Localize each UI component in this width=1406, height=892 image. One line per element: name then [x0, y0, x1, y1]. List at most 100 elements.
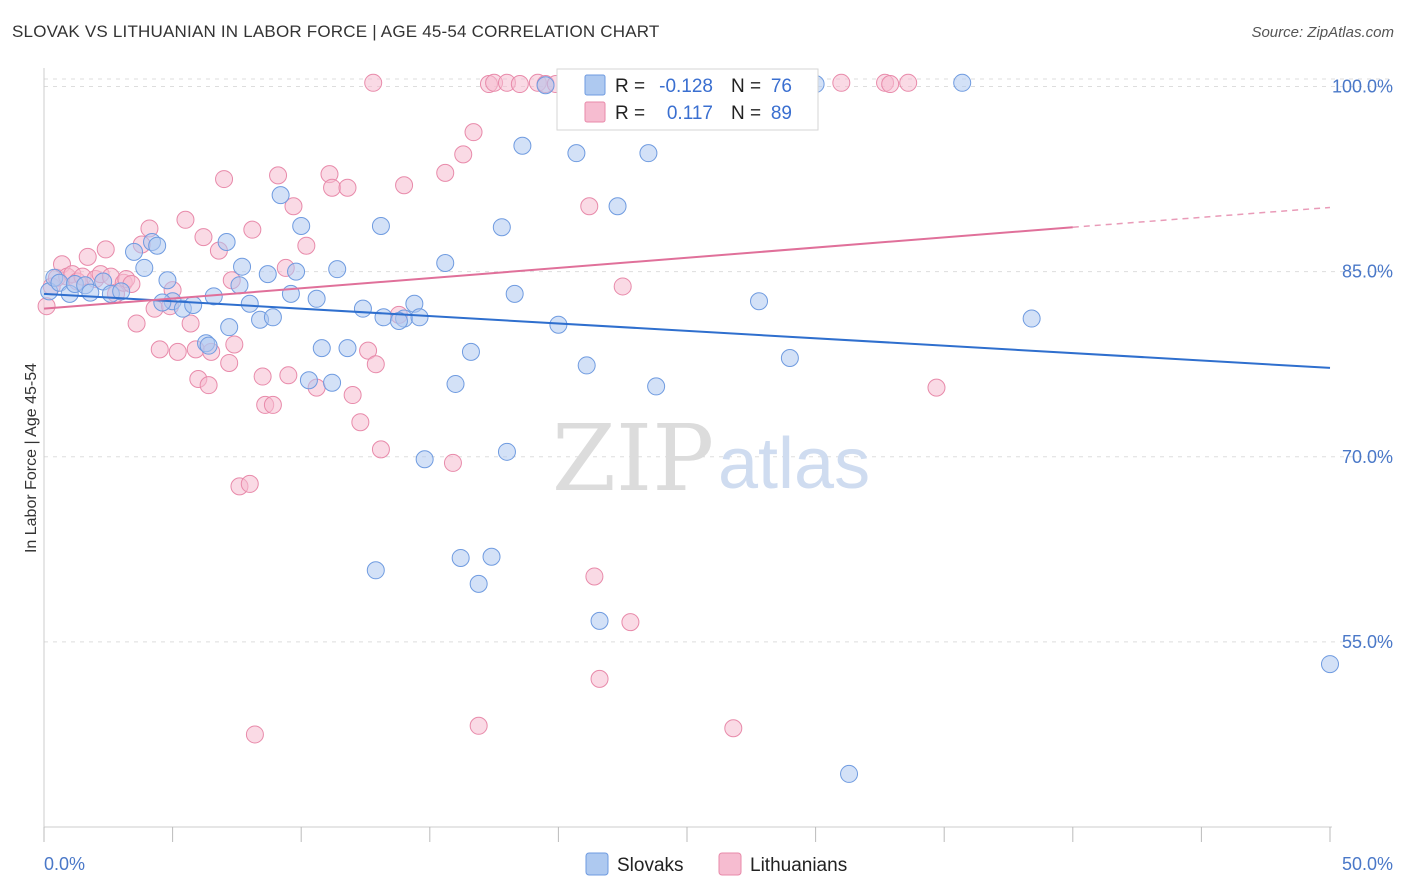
- series-legend: Slovaks Lithuanians: [585, 852, 847, 876]
- legend-r-label-slovaks: R =: [615, 76, 645, 97]
- lithuanian-point: [881, 75, 900, 94]
- slovak-point: [505, 284, 524, 303]
- slovak-point: [953, 73, 972, 92]
- y-tick-label: 100.0%: [1332, 77, 1393, 97]
- lithuanian-point: [284, 197, 303, 216]
- slovak-point: [240, 294, 259, 313]
- chart-source: Source: ZipAtlas.com: [1251, 24, 1394, 41]
- slovak-point: [153, 293, 172, 312]
- slovak-point: [750, 292, 769, 311]
- slovak-point: [263, 308, 282, 327]
- slovak-point: [158, 271, 177, 290]
- slovak-point: [323, 373, 342, 392]
- lithuanian-point: [215, 170, 234, 189]
- lithuanian-point: [613, 277, 632, 296]
- legend-swatch-lithuanians: [584, 101, 606, 123]
- lithuanian-point: [323, 178, 342, 197]
- lithuanian-point: [194, 228, 213, 247]
- slovak-point: [271, 186, 290, 205]
- slovak-point: [639, 144, 658, 163]
- lithuanian-point: [724, 719, 743, 738]
- lithuanian-point: [927, 378, 946, 397]
- slovak-point: [513, 136, 532, 155]
- slovak-point: [217, 233, 236, 252]
- legend-r-value-lithuanians: 0.117: [667, 103, 713, 124]
- lithuanian-point: [585, 567, 604, 586]
- slovak-point: [492, 218, 511, 237]
- bottom-legend-slovaks: Slovaks: [617, 855, 684, 876]
- watermark-zip: ZIP: [552, 405, 714, 512]
- lithuanian-point: [240, 474, 259, 493]
- watermark-atlas: atlas: [718, 424, 870, 504]
- slovak-point: [366, 561, 385, 580]
- slovak-point: [287, 262, 306, 281]
- tick-labels: 55.0% 70.0% 85.0% 100.0% 0.0% 50.0%: [44, 77, 1393, 874]
- bottom-legend-swatch-slovaks: [585, 852, 609, 876]
- slovak-point: [780, 349, 799, 368]
- lithuanian-point: [371, 440, 390, 459]
- slovak-point: [220, 318, 239, 337]
- lithuanian-point: [395, 176, 414, 195]
- lithuanian-point: [199, 376, 218, 395]
- slovak-point: [608, 197, 627, 216]
- slovak-point: [258, 265, 277, 284]
- lithuanian-points: [37, 73, 946, 744]
- lithuanian-point: [580, 197, 599, 216]
- legend-r-label-lithuanians: R =: [615, 103, 645, 124]
- lithuanian-trend-line: [43, 226, 1073, 310]
- slovak-point: [125, 242, 144, 261]
- slovak-point: [647, 377, 666, 396]
- chart-title: SLOVAK VS LITHUANIAN IN LABOR FORCE | AG…: [12, 22, 660, 41]
- lithuanian-point: [245, 725, 264, 744]
- slovak-point: [482, 547, 501, 566]
- lithuanian-point: [225, 335, 244, 354]
- slovak-point: [451, 548, 470, 567]
- y-tick-label: 55.0%: [1342, 632, 1393, 652]
- slovak-point: [497, 442, 516, 461]
- lithuanian-point: [359, 341, 378, 360]
- slovak-point: [469, 574, 488, 593]
- slovak-point: [374, 308, 393, 327]
- slovak-point: [112, 282, 131, 301]
- lithuanian-point: [343, 386, 362, 405]
- lithuanian-point: [621, 613, 640, 632]
- slovak-point: [436, 253, 455, 272]
- lithuanian-point: [269, 166, 288, 185]
- lithuanian-point: [899, 73, 918, 92]
- legend-swatch-slovaks: [584, 74, 606, 96]
- lithuanian-trend-extension: [1072, 206, 1331, 228]
- slovak-point: [1022, 309, 1041, 328]
- slovak-point: [307, 289, 326, 308]
- legend-n-value-slovaks: 76: [771, 76, 792, 97]
- x-tick-label: 50.0%: [1342, 854, 1393, 874]
- lithuanian-point: [150, 340, 169, 359]
- lithuanian-point: [443, 453, 462, 472]
- slovak-point: [148, 236, 167, 255]
- slovak-point: [461, 342, 480, 361]
- legend-n-value-lithuanians: 89: [771, 103, 792, 124]
- slovak-point: [81, 283, 100, 302]
- legend-r-value-slovaks: -0.128: [659, 76, 713, 97]
- lithuanian-point: [351, 413, 370, 432]
- slovak-point: [199, 336, 218, 355]
- slovak-point: [536, 76, 555, 95]
- slovak-point: [230, 276, 249, 295]
- y-tick-label: 70.0%: [1342, 447, 1393, 467]
- trend-lines: [43, 206, 1331, 369]
- axes: [43, 68, 1332, 842]
- lithuanian-point: [454, 145, 473, 164]
- slovak-point: [292, 216, 311, 235]
- lithuanian-point: [366, 355, 385, 374]
- legend-n-label-slovaks: N =: [731, 76, 761, 97]
- lithuanian-point: [168, 342, 187, 361]
- slovak-point: [338, 339, 357, 358]
- slovak-point: [389, 312, 408, 330]
- lithuanian-point: [510, 75, 529, 94]
- slovak-point: [371, 216, 390, 235]
- lithuanian-point: [78, 247, 97, 266]
- slovak-point: [577, 356, 596, 375]
- lithuanian-point: [469, 716, 488, 735]
- slovak-point: [410, 308, 429, 327]
- lithuanian-point: [220, 353, 239, 372]
